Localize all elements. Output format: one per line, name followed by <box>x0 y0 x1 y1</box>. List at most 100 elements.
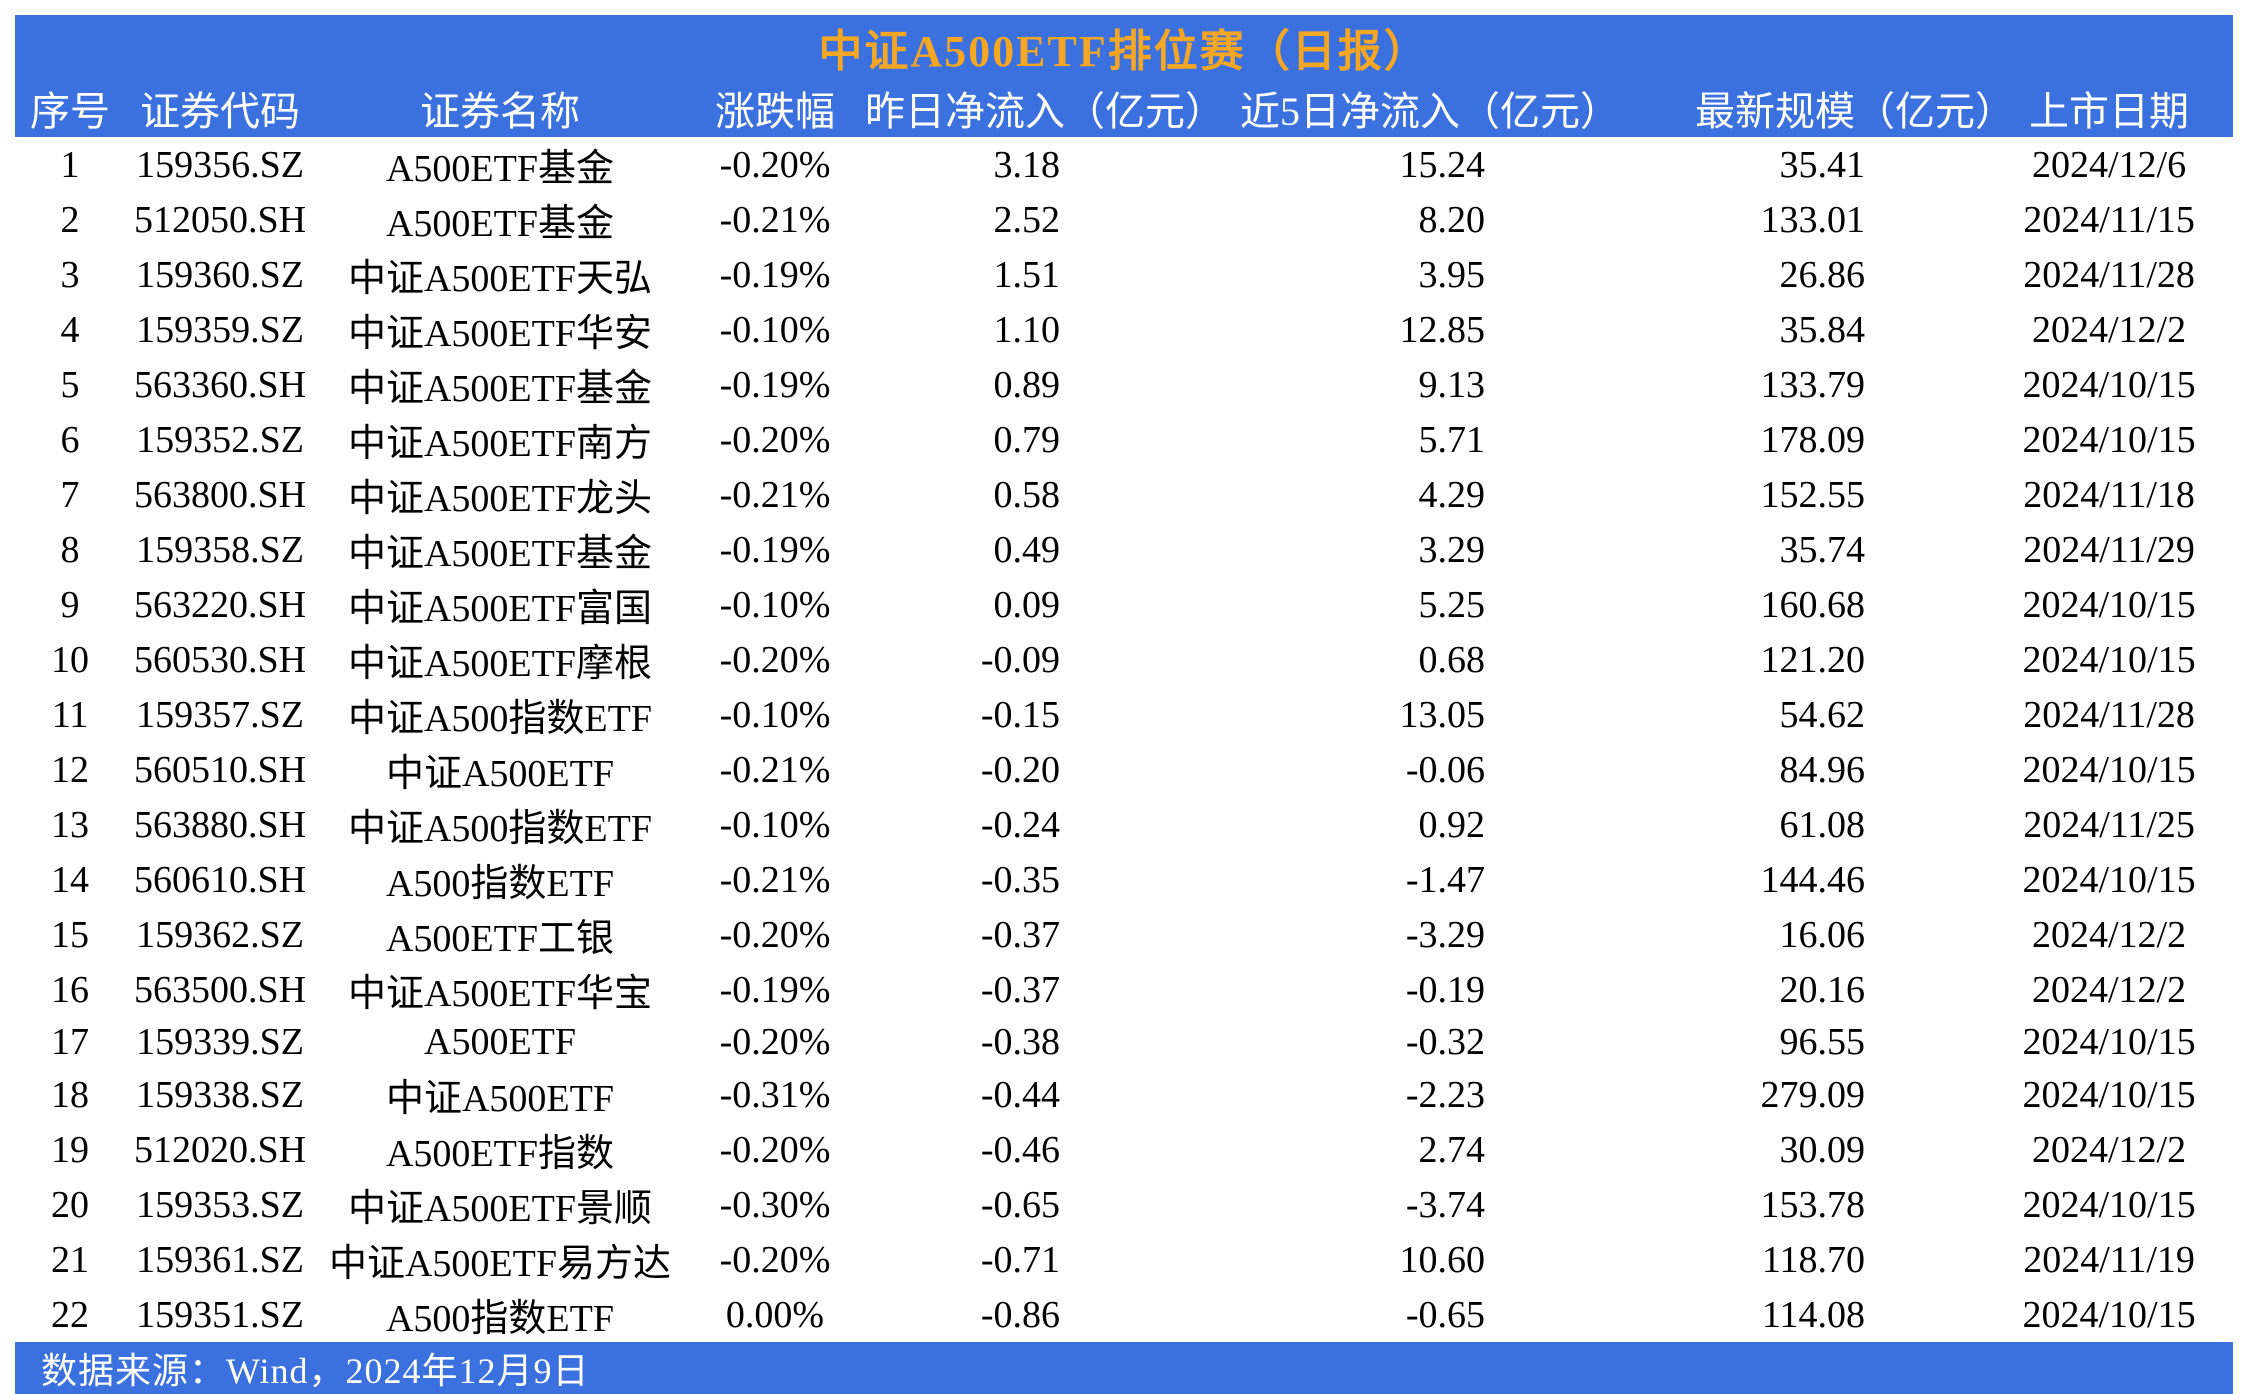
column-header-index: 序号 <box>15 79 125 137</box>
cell-name: 中证A500ETF基金 <box>315 357 685 412</box>
cell-code: 159351.SZ <box>125 1287 315 1342</box>
cell-change: 0.00% <box>685 1287 865 1342</box>
cell-change: -0.10% <box>685 302 865 357</box>
cell-index: 2 <box>15 192 125 247</box>
cell-aum: 16.06 <box>1695 907 1985 962</box>
cell-flow_5d: 3.29 <box>1165 522 1695 577</box>
cell-listing_date: 2024/11/25 <box>1985 797 2234 852</box>
cell-aum: 84.96 <box>1695 742 1985 797</box>
cell-index: 4 <box>15 302 125 357</box>
cell-flow_5d: -3.74 <box>1165 1177 1695 1232</box>
cell-listing_date: 2024/12/6 <box>1985 137 2234 192</box>
cell-name: 中证A500ETF景顺 <box>315 1177 685 1232</box>
cell-flow_5d: 5.25 <box>1165 577 1695 632</box>
cell-change: -0.19% <box>685 247 865 302</box>
table-row: 11 159357.SZ 中证A500指数ETF -0.10% -0.15 13.05 54… <box>15 687 2234 742</box>
cell-change: -0.20% <box>685 1017 865 1067</box>
table-row: 4 159359.SZ 中证A500ETF华安 -0.10% 1.10 12.85 35.8… <box>15 302 2234 357</box>
cell-change: -0.20% <box>685 137 865 192</box>
cell-listing_date: 2024/10/15 <box>1985 1177 2234 1232</box>
cell-name: 中证A500ETF南方 <box>315 412 685 467</box>
cell-listing_date: 2024/10/15 <box>1985 742 2234 797</box>
cell-change: -0.20% <box>685 907 865 962</box>
cell-flow_1d: -0.37 <box>865 907 1165 962</box>
cell-aum: 35.41 <box>1695 137 1985 192</box>
cell-name: A500ETF基金 <box>315 137 685 192</box>
cell-flow_1d: 1.51 <box>865 247 1165 302</box>
cell-flow_5d: -0.06 <box>1165 742 1695 797</box>
cell-flow_5d: 15.24 <box>1165 137 1695 192</box>
cell-code: 159362.SZ <box>125 907 315 962</box>
cell-aum: 144.46 <box>1695 852 1985 907</box>
cell-code: 563360.SH <box>125 357 315 412</box>
table-row: 19 512020.SH A500ETF指数 -0.20% -0.46 2.74 30.09… <box>15 1122 2234 1177</box>
cell-code: 159358.SZ <box>125 522 315 577</box>
table-row: 12 560510.SH 中证A500ETF -0.21% -0.20 -0.06 84.9… <box>15 742 2234 797</box>
cell-aum: 20.16 <box>1695 962 1985 1017</box>
cell-index: 1 <box>15 137 125 192</box>
cell-flow_1d: -0.46 <box>865 1122 1165 1177</box>
cell-name: 中证A500ETF华安 <box>315 302 685 357</box>
cell-flow_5d: 4.29 <box>1165 467 1695 522</box>
cell-listing_date: 2024/12/2 <box>1985 907 2234 962</box>
cell-flow_1d: 0.49 <box>865 522 1165 577</box>
cell-flow_1d: -0.44 <box>865 1067 1165 1122</box>
cell-index: 12 <box>15 742 125 797</box>
cell-code: 159352.SZ <box>125 412 315 467</box>
cell-index: 15 <box>15 907 125 962</box>
cell-index: 20 <box>15 1177 125 1232</box>
etf-ranking-table: 中证A500ETF排位赛（日报） 序号 证券代码 证券名称 涨跌幅 昨日净流入（亿元）近… <box>15 15 2234 1394</box>
cell-index: 18 <box>15 1067 125 1122</box>
cell-index: 17 <box>15 1017 125 1067</box>
cell-aum: 26.86 <box>1695 247 1985 302</box>
table-row: 15 159362.SZ A500ETF工银 -0.20% -0.37 -3.29 16.0… <box>15 907 2234 962</box>
cell-change: -0.19% <box>685 357 865 412</box>
cell-index: 22 <box>15 1287 125 1342</box>
table-row: 9 563220.SH 中证A500ETF富国 -0.10% 0.09 5.25 160.6… <box>15 577 2234 632</box>
cell-name: 中证A500ETF华宝 <box>315 962 685 1017</box>
cell-index: 7 <box>15 467 125 522</box>
cell-code: 159361.SZ <box>125 1232 315 1287</box>
cell-listing_date: 2024/10/15 <box>1985 1017 2234 1067</box>
cell-change: -0.21% <box>685 852 865 907</box>
cell-change: -0.20% <box>685 1232 865 1287</box>
cell-index: 21 <box>15 1232 125 1287</box>
cell-name: 中证A500ETF摩根 <box>315 632 685 687</box>
data-source-note: 数据来源：Wind，2024年12月9日 <box>15 1342 2234 1394</box>
cell-flow_1d: -0.65 <box>865 1177 1165 1232</box>
cell-listing_date: 2024/12/2 <box>1985 962 2234 1017</box>
cell-flow_1d: -0.37 <box>865 962 1165 1017</box>
cell-name: A500指数ETF <box>315 1287 685 1342</box>
cell-name: A500ETF指数 <box>315 1122 685 1177</box>
cell-code: 512050.SH <box>125 192 315 247</box>
cell-change: -0.10% <box>685 687 865 742</box>
cell-code: 560610.SH <box>125 852 315 907</box>
cell-index: 10 <box>15 632 125 687</box>
column-header-name: 证券名称 <box>315 79 685 137</box>
cell-listing_date: 2024/10/15 <box>1985 577 2234 632</box>
report-title: 中证A500ETF排位赛（日报） <box>15 15 2234 79</box>
cell-listing_date: 2024/11/18 <box>1985 467 2234 522</box>
cell-name: A500指数ETF <box>315 852 685 907</box>
cell-flow_5d: -0.65 <box>1165 1287 1695 1342</box>
cell-code: 560510.SH <box>125 742 315 797</box>
table-row: 14 560610.SH A500指数ETF -0.21% -0.35 -1.47 144.… <box>15 852 2234 907</box>
cell-aum: 153.78 <box>1695 1177 1985 1232</box>
cell-code: 563220.SH <box>125 577 315 632</box>
cell-index: 8 <box>15 522 125 577</box>
cell-listing_date: 2024/11/19 <box>1985 1232 2234 1287</box>
cell-flow_5d: 0.68 <box>1165 632 1695 687</box>
cell-flow_5d: -1.47 <box>1165 852 1695 907</box>
cell-change: -0.30% <box>685 1177 865 1232</box>
cell-flow_5d: 10.60 <box>1165 1232 1695 1287</box>
cell-name: 中证A500ETF基金 <box>315 522 685 577</box>
cell-index: 3 <box>15 247 125 302</box>
cell-change: -0.19% <box>685 962 865 1017</box>
cell-flow_5d: 8.20 <box>1165 192 1695 247</box>
cell-index: 19 <box>15 1122 125 1177</box>
cell-aum: 35.74 <box>1695 522 1985 577</box>
table-row: 22 159351.SZ A500指数ETF 0.00% -0.86 -0.65 114.0… <box>15 1287 2234 1342</box>
cell-listing_date: 2024/10/15 <box>1985 357 2234 412</box>
cell-listing_date: 2024/10/15 <box>1985 852 2234 907</box>
cell-index: 5 <box>15 357 125 412</box>
